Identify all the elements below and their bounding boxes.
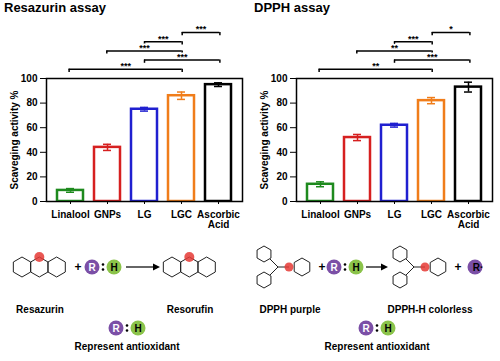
html-text:DPPH assay: DPPH assay: [254, 0, 330, 15]
svg-text:20: 20: [276, 171, 288, 182]
svg-text:**: **: [391, 43, 399, 53]
svg-text:Linalool: Linalool: [51, 209, 90, 220]
svg-text:20: 20: [26, 171, 38, 182]
svg-text:*: *: [449, 24, 453, 34]
svg-text:Scaveging activity %: Scaveging activity %: [259, 90, 270, 189]
svg-text:H: H: [110, 262, 117, 273]
svg-text:Linalool: Linalool: [301, 209, 340, 220]
svg-text:**: **: [372, 61, 380, 71]
svg-text:H: H: [352, 262, 359, 273]
svg-text:Scaveging activity %: Scaveging activity %: [9, 90, 20, 189]
svg-text:GNPs: GNPs: [344, 209, 372, 220]
svg-text:Resazurin: Resazurin: [16, 304, 64, 315]
svg-text:80: 80: [276, 97, 288, 108]
svg-text:***: ***: [427, 52, 438, 62]
svg-text:***: ***: [408, 34, 419, 44]
svg-text:40: 40: [276, 147, 288, 158]
svg-text:0: 0: [282, 196, 288, 207]
svg-text:R: R: [362, 323, 370, 334]
svg-text:GNPs: GNPs: [94, 209, 122, 220]
svg-text:R: R: [112, 323, 120, 334]
svg-text:+: +: [318, 260, 325, 274]
svg-text:R: R: [88, 262, 96, 273]
svg-text:AscorbicAcid: AscorbicAcid: [447, 209, 490, 230]
svg-text:***: ***: [120, 61, 131, 71]
svg-text:R·: R·: [473, 262, 484, 273]
svg-text:***: ***: [177, 52, 188, 62]
svg-text:0: 0: [32, 196, 38, 207]
svg-text:***: ***: [196, 24, 207, 34]
svg-text:H: H: [134, 323, 141, 334]
svg-text:R: R: [330, 262, 338, 273]
svg-text:60: 60: [276, 122, 288, 133]
svg-text:100: 100: [21, 74, 38, 84]
svg-text:H: H: [384, 323, 391, 334]
svg-text:Represent antioxidant: Represent antioxidant: [324, 341, 430, 352]
svg-text:40: 40: [26, 147, 38, 158]
svg-text:80: 80: [26, 97, 38, 108]
svg-text:***: ***: [139, 43, 150, 53]
svg-text:LGC: LGC: [171, 209, 192, 220]
svg-text:LG: LG: [388, 209, 402, 220]
svg-text:DPPH-H colorless: DPPH-H colorless: [387, 304, 472, 315]
svg-text:+: +: [454, 260, 461, 274]
svg-text:100: 100: [271, 74, 288, 84]
svg-text:LGC: LGC: [421, 209, 442, 220]
svg-text:DPPH purple: DPPH purple: [259, 304, 321, 315]
svg-text:+: +: [74, 260, 81, 274]
svg-text:***: ***: [158, 34, 169, 44]
svg-text:60: 60: [26, 122, 38, 133]
html-text:Resazurin assay: Resazurin assay: [4, 0, 106, 15]
svg-text:Resorufin: Resorufin: [167, 304, 214, 315]
svg-text:AscorbicAcid: AscorbicAcid: [197, 209, 240, 230]
svg-text:Represent antioxidant: Represent antioxidant: [74, 341, 180, 352]
svg-text:LG: LG: [138, 209, 152, 220]
